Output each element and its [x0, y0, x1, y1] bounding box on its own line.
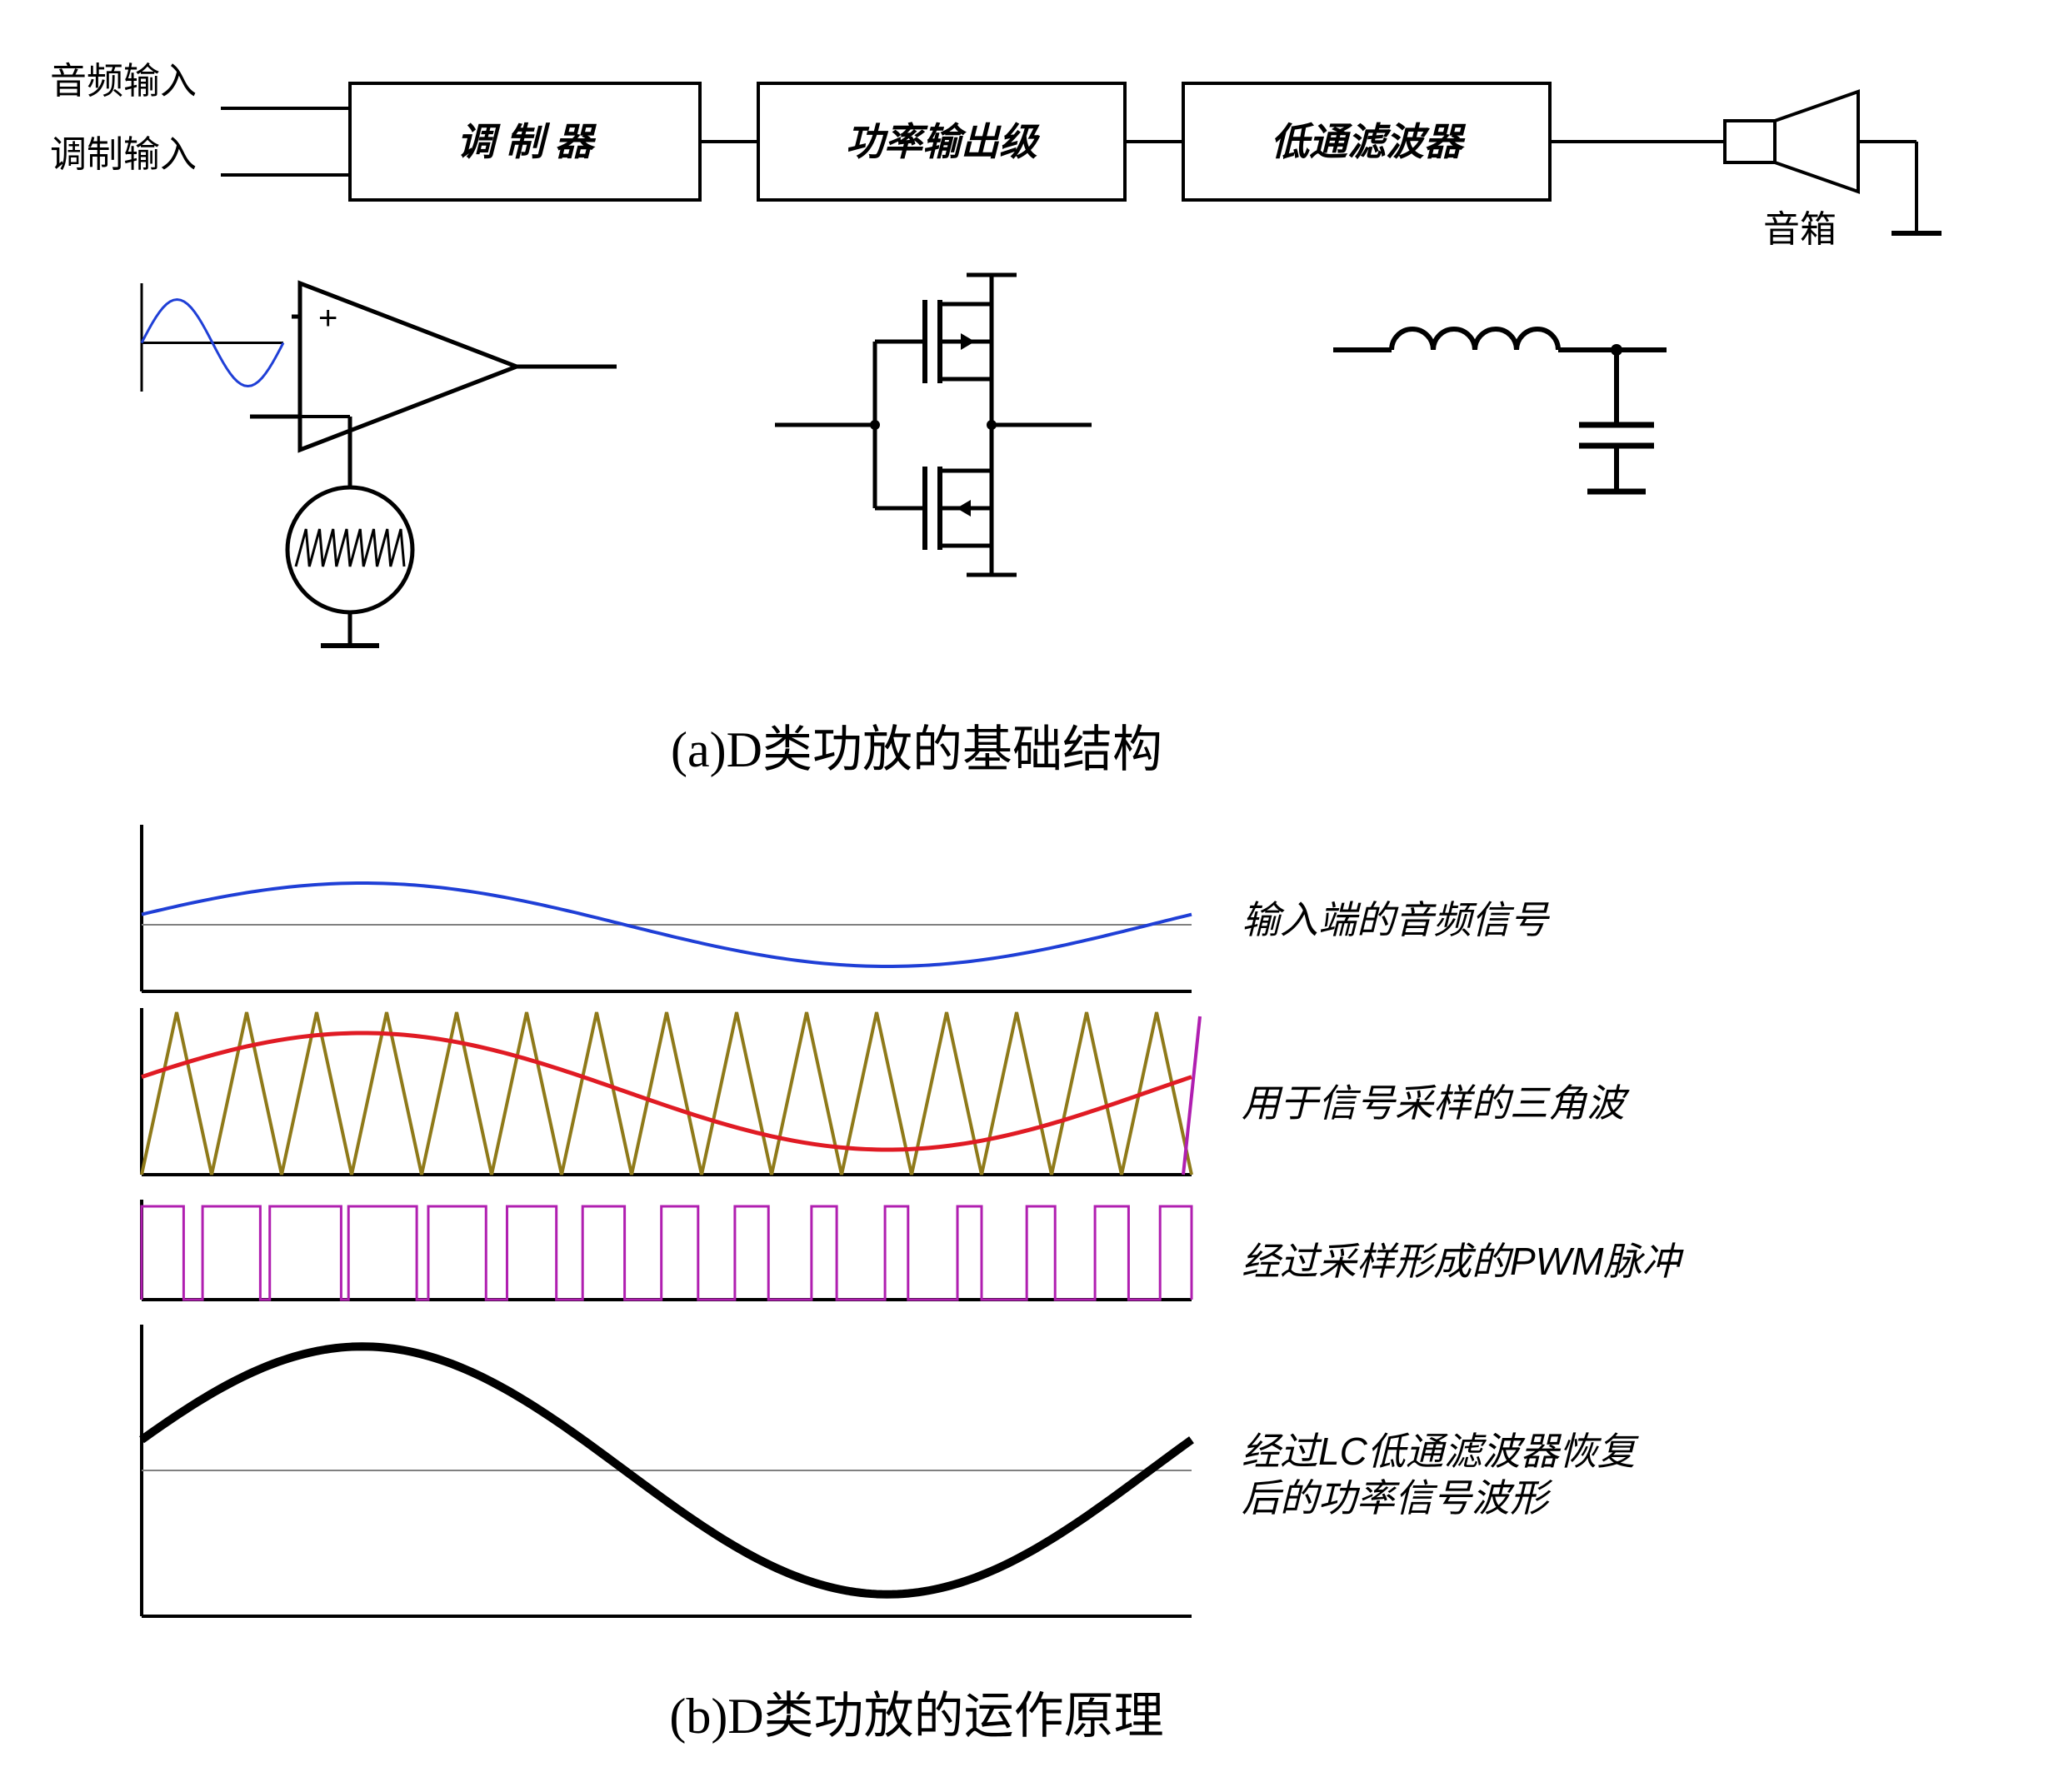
power-stage-block: 功率输出级 — [846, 120, 1041, 163]
circuit-schematics: +− — [142, 275, 1667, 646]
wave2-label: 用于信号采样的三角波 — [1242, 1081, 1630, 1125]
svg-text:+: + — [318, 300, 337, 337]
wave4-label-line2: 后的功率信号波形 — [1242, 1476, 1553, 1520]
modulator-block: 调 制 器 — [457, 120, 597, 163]
caption-a: (a)D类功放的基础结构 — [671, 722, 1162, 777]
speaker-label: 音箱 — [1763, 209, 1837, 250]
wave1-label: 输入端的音频信号 — [1242, 898, 1550, 941]
caption-b: (b)D类功放的运作原理 — [669, 1689, 1163, 1744]
waveform-plots: 输入端的音频信号用于信号采样的三角波经过采样形成的PWM脉冲经过LC低通滤波器恢… — [142, 825, 1684, 1616]
wave3-label: 经过采样形成的PWM脉冲 — [1242, 1240, 1684, 1283]
wave4-label-line1: 经过LC低通滤波器恢复 — [1242, 1430, 1640, 1473]
audio-input-label: 音频输入 — [50, 61, 197, 102]
lowpass-filter-block: 低通滤波器 — [1271, 120, 1467, 163]
block-diagram: 音频输入调制输入 调 制 器 功率输出级 低通滤波器音箱 — [50, 61, 1942, 250]
mod-input-label: 调制输入 — [50, 134, 197, 175]
